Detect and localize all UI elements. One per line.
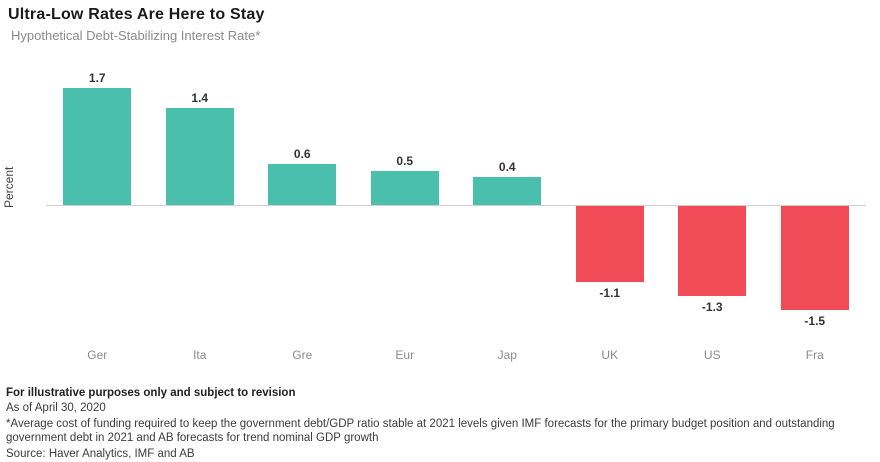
zero-baseline <box>46 205 866 206</box>
bar-group: 0.4 Jap <box>456 58 559 373</box>
bar-value-label: 0.4 <box>498 160 516 175</box>
x-tick-label: US <box>703 348 721 362</box>
x-tick-label: UK <box>601 348 619 362</box>
bar-group: -1.5 Fra <box>764 58 867 373</box>
bar-group: -1.3 US <box>661 58 764 373</box>
bar <box>780 206 849 310</box>
bar-group: 1.4 Ita <box>149 58 252 373</box>
bar <box>678 206 747 296</box>
bar-value-label: -1.1 <box>599 285 621 300</box>
bar-group: -1.1 UK <box>559 58 662 373</box>
bar-value-label: 0.5 <box>396 153 414 168</box>
bar <box>165 108 234 205</box>
disclaimer-text: For illustrative purposes only and subje… <box>6 387 296 399</box>
bar-value-label: -1.3 <box>701 299 723 314</box>
bar-group: 0.6 Gre <box>251 58 354 373</box>
bar <box>473 177 542 205</box>
bar-group: 0.5 Eur <box>354 58 457 373</box>
bar-value-label: 0.6 <box>293 146 311 161</box>
bar <box>268 163 337 205</box>
bar-group: 1.7 Ger <box>46 58 149 373</box>
x-tick-label: Eur <box>395 348 415 362</box>
bar <box>575 206 644 282</box>
bar <box>370 170 439 205</box>
chart-title: Ultra-Low Rates Are Here to Stay <box>8 6 265 23</box>
source-text: Source: Haver Analytics, IMF and AB <box>6 447 195 460</box>
x-tick-label: Ger <box>87 348 108 362</box>
bar-cells: 1.7 Ger 1.4 Ita 0.6 Gre 0.5 Eur 0.4 Jap -1.1 UK -1.3… <box>46 58 866 373</box>
bar-value-label: 1.4 <box>191 91 209 106</box>
bar-value-label: -1.5 <box>804 313 826 328</box>
bar <box>63 87 132 205</box>
chart-subtitle: Hypothetical Debt-Stabilizing Interest R… <box>11 28 261 43</box>
footnote-text: *Average cost of funding required to kee… <box>6 417 835 445</box>
x-tick-label: Fra <box>805 348 824 362</box>
bar-value-label: 1.7 <box>88 70 106 85</box>
bar-chart: Percent 1.7 Ger 1.4 Ita 0.6 Gre 0.5 Eur 0.4 Jap -1… <box>0 58 880 373</box>
x-tick-label: Gre <box>292 348 313 362</box>
y-axis-label: Percent <box>2 166 16 208</box>
as-of-date: As of April 30, 2020 <box>6 402 106 415</box>
x-tick-label: Jap <box>497 348 517 362</box>
plot-area: 1.7 Ger 1.4 Ita 0.6 Gre 0.5 Eur 0.4 Jap -1.1 UK -1.3… <box>46 58 866 373</box>
x-tick-label: Ita <box>193 348 207 362</box>
chart-footer: For illustrative purposes only and subje… <box>6 386 874 462</box>
chart-header: Ultra-Low Rates Are Here to Stay Hypothe… <box>8 6 265 43</box>
